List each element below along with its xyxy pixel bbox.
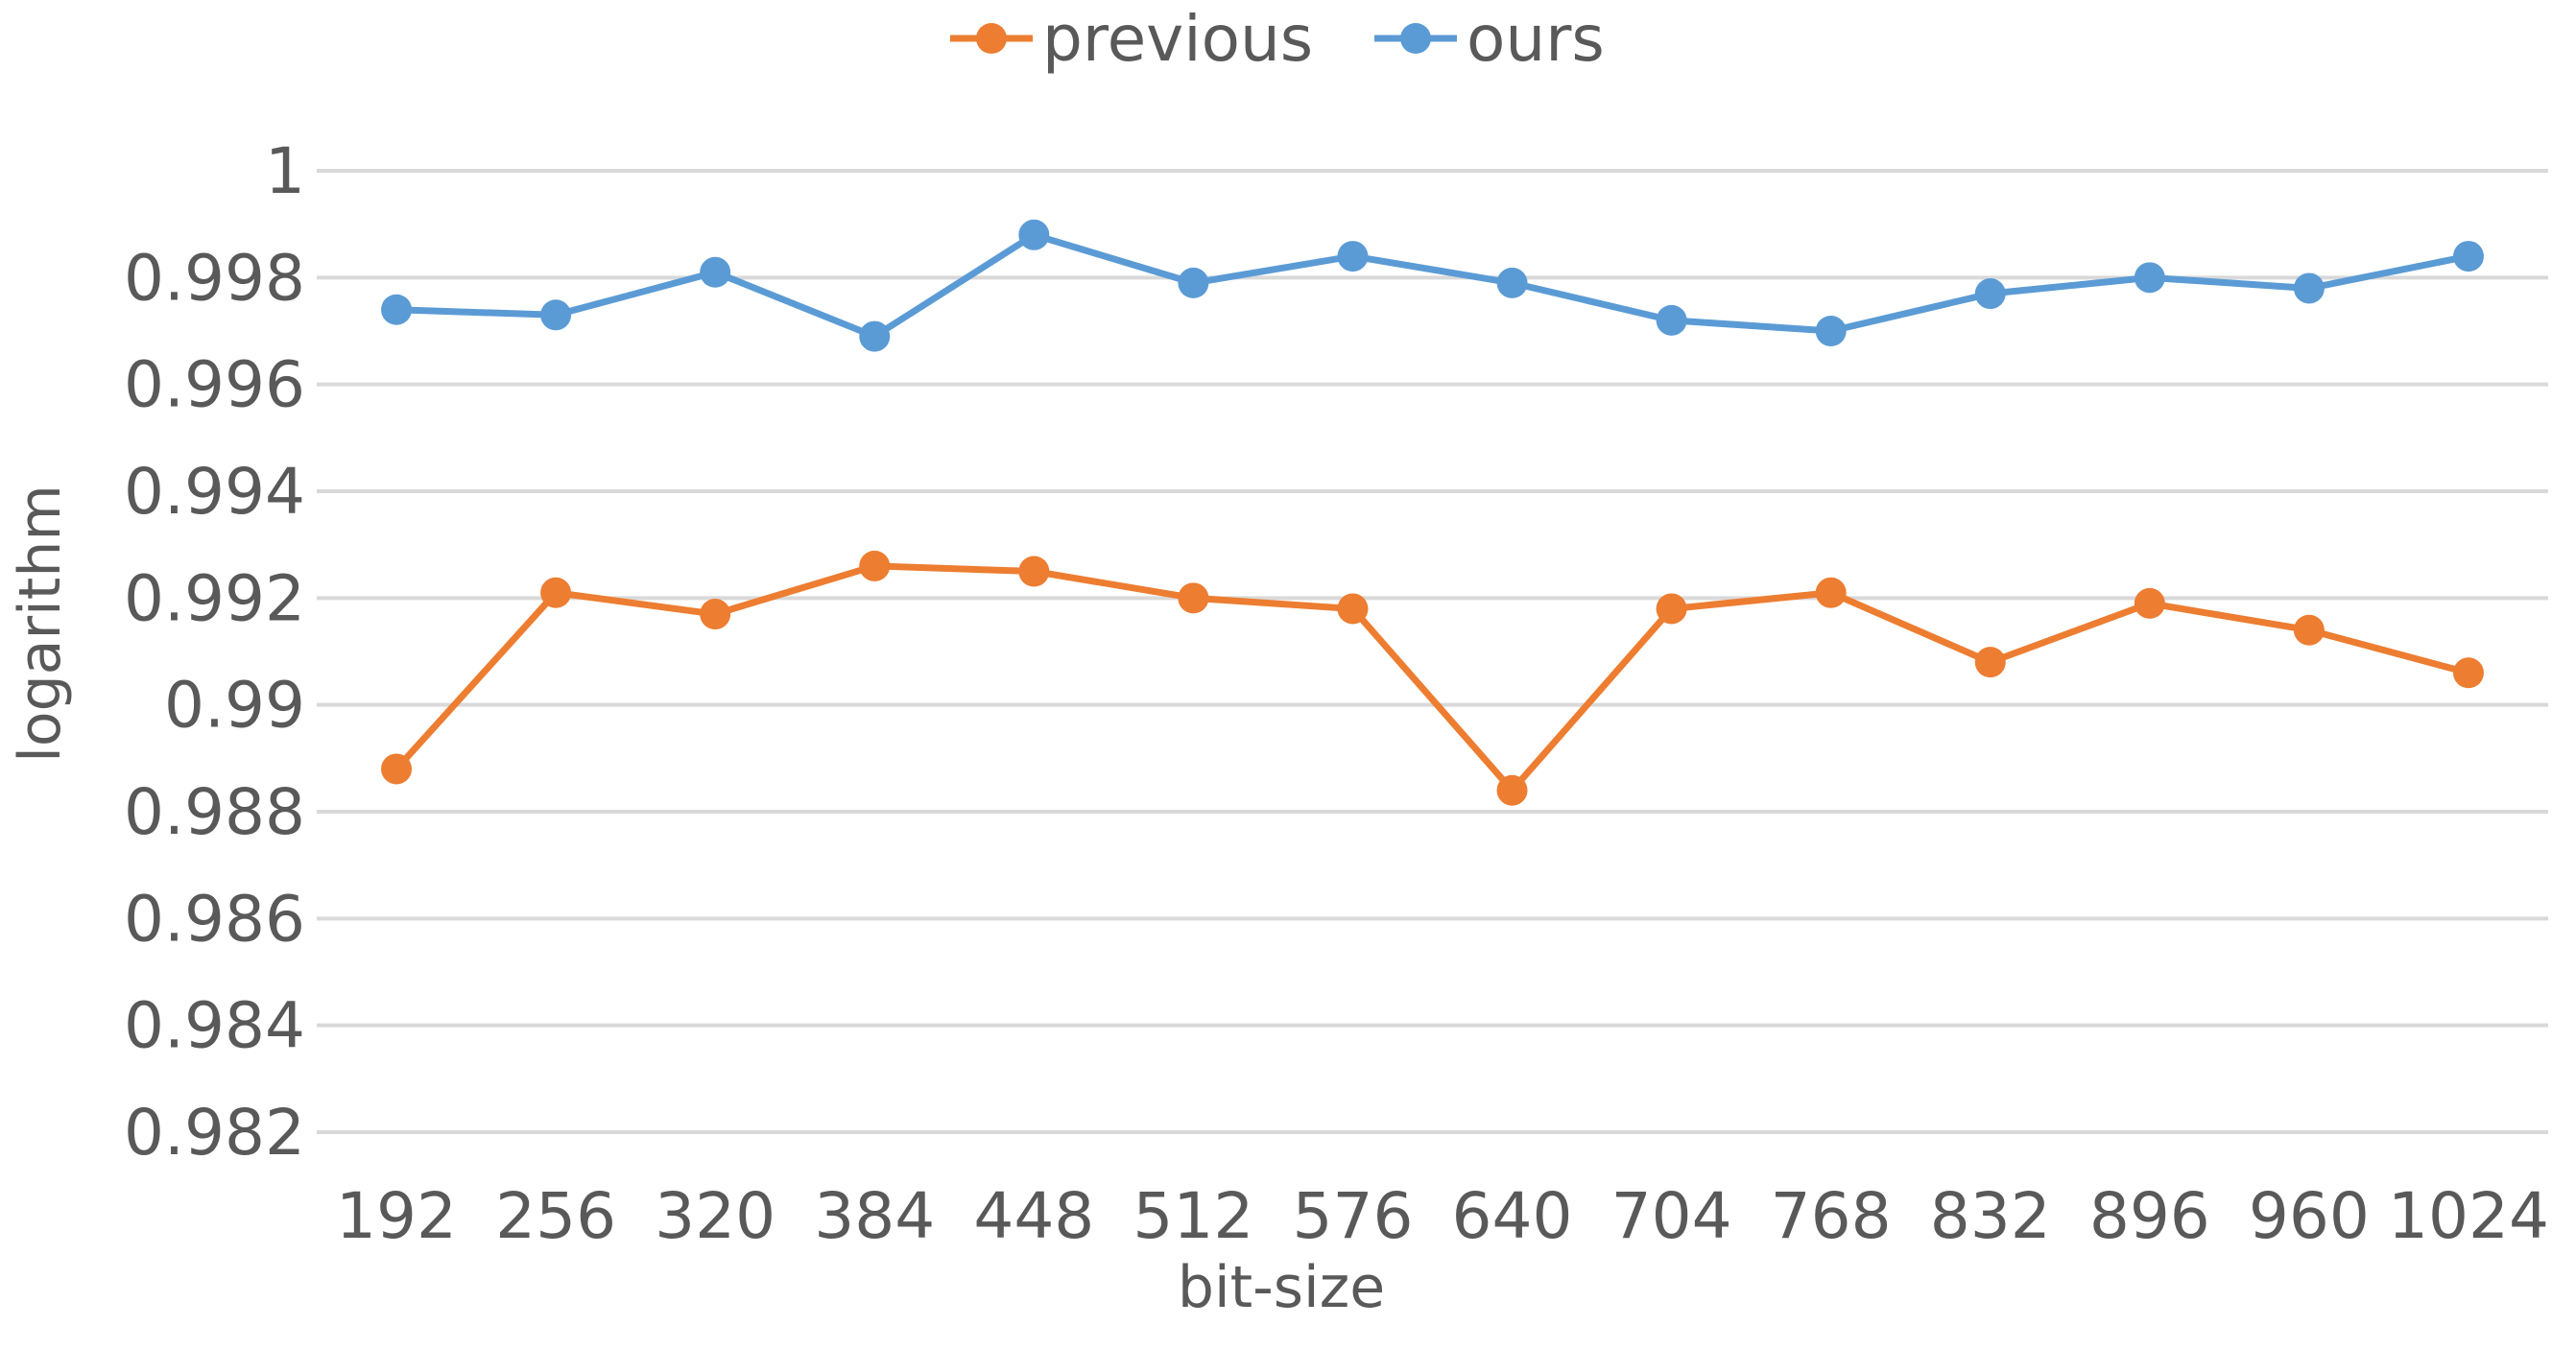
data-point-ours [1337, 241, 1369, 272]
x-tick-label: 768 [1771, 1179, 1892, 1253]
x-tick-label: 960 [2249, 1179, 2370, 1253]
data-point-previous [1337, 593, 1369, 625]
x-tick-label: 512 [1133, 1179, 1253, 1253]
y-tick-label: 0.982 [124, 1096, 305, 1170]
data-point-previous [1018, 556, 1050, 587]
x-tick-label: 384 [814, 1179, 935, 1253]
data-point-ours [700, 256, 731, 288]
data-point-previous [2452, 657, 2484, 689]
x-tick-label: 640 [1452, 1179, 1573, 1253]
y-tick-label: 0.986 [124, 882, 305, 956]
x-tick-label: 256 [495, 1179, 616, 1253]
gridlines [317, 169, 2548, 1134]
x-tick-label: 320 [655, 1179, 775, 1253]
data-point-ours [1178, 267, 1209, 298]
data-point-ours [1496, 267, 1528, 298]
x-tick-label: 448 [973, 1179, 1094, 1253]
legend-item-ours: ours [1374, 2, 1605, 76]
data-point-previous [1178, 582, 1209, 614]
y-tick-label: 0.992 [124, 561, 305, 635]
series-ours [381, 219, 2484, 352]
data-point-ours [1656, 304, 1687, 336]
data-point-previous [859, 550, 891, 581]
data-point-previous [700, 599, 731, 630]
x-tick-label: 576 [1292, 1179, 1413, 1253]
data-point-previous [1496, 774, 1528, 806]
data-point-ours [1018, 219, 1050, 250]
data-point-previous [2293, 614, 2325, 646]
series-previous [381, 550, 2484, 806]
y-tick-label: 1 [265, 134, 305, 208]
y-tick-label: 0.988 [124, 775, 305, 849]
data-point-ours [2293, 272, 2325, 304]
data-point-previous [1815, 577, 1847, 608]
x-tick-label: 1024 [2388, 1179, 2549, 1253]
legend: previous ours [950, 2, 1605, 76]
y-tick-label: 0.998 [124, 241, 305, 315]
data-point-previous [2134, 587, 2165, 619]
y-tick-label: 0.994 [124, 455, 305, 529]
data-point-ours [859, 320, 891, 352]
data-point-ours [2452, 241, 2484, 272]
x-tick-label: 704 [1611, 1179, 1732, 1253]
data-point-previous [540, 577, 572, 608]
legend-swatch-marker [976, 23, 1007, 54]
x-tick-label: 192 [336, 1179, 457, 1253]
series-lines [381, 219, 2484, 806]
data-point-ours [540, 299, 572, 331]
data-point-previous [381, 753, 413, 785]
data-point-ours [2134, 262, 2165, 294]
series-line-ours [393, 231, 2472, 341]
y-axis-ticks: 0.982 0.984 0.986 0.988 0.99 0.992 0.994 0.996 0… [124, 134, 305, 1170]
legend-label: ours [1467, 2, 1605, 76]
data-point-previous [1656, 593, 1687, 625]
x-tick-label: 832 [1930, 1179, 2051, 1253]
x-axis-title: bit-size [1178, 1254, 1385, 1321]
data-point-previous [1974, 647, 2006, 678]
data-point-ours [381, 294, 413, 325]
legend-label: previous [1042, 2, 1313, 76]
y-tick-label: 0.99 [164, 669, 305, 743]
y-axis-title: logarithm [7, 485, 74, 763]
data-point-ours [1974, 278, 2006, 310]
series-line-previous [393, 562, 2472, 794]
legend-swatch-marker [1400, 23, 1431, 54]
y-tick-label: 0.984 [124, 989, 305, 1063]
x-axis-ticks: 192 256 320 384 448 512 576 640 704 768 832 896 960 1… [336, 1179, 2549, 1253]
y-tick-label: 0.996 [124, 348, 305, 422]
data-point-ours [1815, 316, 1847, 346]
x-tick-label: 896 [2089, 1179, 2210, 1253]
legend-item-previous: previous [950, 2, 1313, 76]
